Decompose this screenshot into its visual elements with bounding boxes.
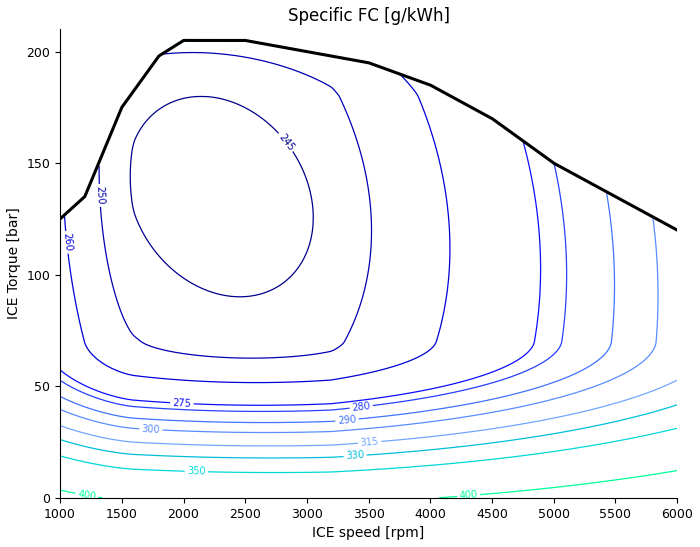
Text: 300: 300 <box>141 424 160 435</box>
Text: 400: 400 <box>459 490 478 501</box>
Title: Specific FC [g/kWh]: Specific FC [g/kWh] <box>288 7 449 25</box>
Text: 350: 350 <box>187 466 206 477</box>
Text: 315: 315 <box>360 437 379 448</box>
Text: 250: 250 <box>94 186 105 205</box>
Text: 280: 280 <box>351 401 371 413</box>
Text: 275: 275 <box>172 398 192 409</box>
Text: 245: 245 <box>276 132 295 153</box>
Text: 330: 330 <box>346 450 365 462</box>
Y-axis label: ICE Torque [bar]: ICE Torque [bar] <box>7 208 21 319</box>
Text: 290: 290 <box>337 414 356 426</box>
X-axis label: ICE speed [rpm]: ICE speed [rpm] <box>312 526 425 540</box>
Text: 400: 400 <box>77 489 97 502</box>
Text: 260: 260 <box>61 232 73 252</box>
